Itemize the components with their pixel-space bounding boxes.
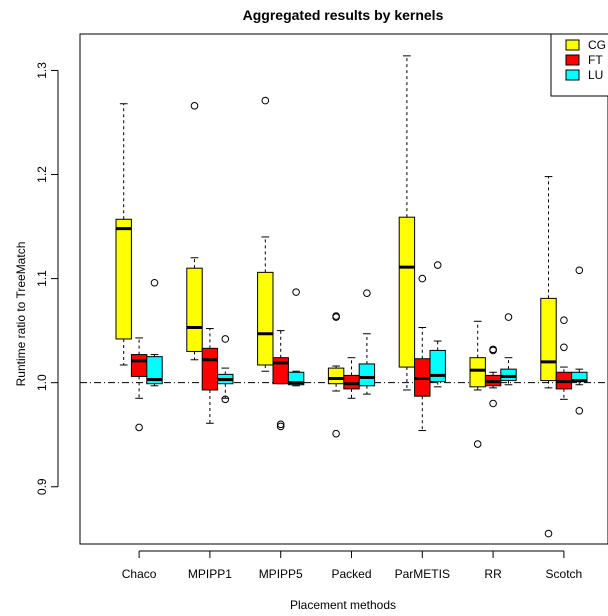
box-CG-RR xyxy=(469,320,486,448)
box-LU-MPIPP5 xyxy=(287,288,305,387)
box-body xyxy=(343,374,360,390)
box-LU-RR xyxy=(500,313,517,386)
box-FT-MPIPP5 xyxy=(272,330,289,431)
outlier-point xyxy=(150,278,159,287)
outlier-point xyxy=(560,316,568,325)
x-tick-label: Chaco xyxy=(122,567,157,581)
box-CG-MPIPP1 xyxy=(186,102,203,361)
outlier-point xyxy=(575,266,584,275)
outlier-point xyxy=(221,395,230,404)
outlier-point xyxy=(418,274,427,283)
outlier-point xyxy=(190,102,199,110)
outlier-point xyxy=(489,399,497,408)
box-body xyxy=(500,368,517,382)
outlier-point xyxy=(504,313,513,321)
box-FT-RR xyxy=(484,345,502,408)
y-axis-label: Runtime ratio to TreeMatch xyxy=(14,242,28,387)
outlier-point xyxy=(433,261,442,269)
box-body xyxy=(257,271,274,366)
legend-swatch-LU xyxy=(565,69,580,81)
box-CG-Scotch xyxy=(540,176,557,538)
outlier-point xyxy=(473,440,482,448)
box-LU-Chaco xyxy=(146,278,163,387)
box-body xyxy=(130,354,148,377)
box-CG-Packed xyxy=(327,312,345,438)
outlier-point xyxy=(489,346,497,355)
box-FT-Chaco xyxy=(130,337,148,432)
x-tick-label: RR xyxy=(484,567,502,581)
legend-label-FT: FT xyxy=(588,53,603,67)
outlier-point xyxy=(135,423,143,432)
box-body xyxy=(469,357,486,388)
box-LU-MPIPP1 xyxy=(217,335,234,404)
y-tick-label: 1.2 xyxy=(35,166,49,183)
y-tick-label: 1.3 xyxy=(35,62,49,79)
box-LU-Scotch xyxy=(571,266,588,415)
box-FT-ParMETIS xyxy=(414,274,431,432)
box-CG-Chaco xyxy=(115,103,132,366)
y-tick-label: 0.9 xyxy=(35,478,49,495)
outlier-point xyxy=(544,529,553,538)
box-body xyxy=(429,349,446,383)
outlier-point xyxy=(560,343,568,352)
outlier-point xyxy=(363,289,371,297)
outlier-point xyxy=(276,420,285,429)
box-body xyxy=(398,216,416,368)
legend-swatch-FT xyxy=(565,54,580,66)
plot-area-frame xyxy=(79,33,608,545)
x-axis-label: Placement methods xyxy=(290,598,396,612)
outlier-point xyxy=(261,96,270,105)
legend-label-CG: CG xyxy=(588,38,606,52)
box-body xyxy=(540,297,557,382)
y-tick-label: 1.1 xyxy=(35,270,49,287)
legend-swatch-CG xyxy=(565,39,580,51)
outlier-point xyxy=(332,313,340,321)
x-tick-label: Scotch xyxy=(546,567,583,581)
box-body xyxy=(186,267,203,352)
box-LU-ParMETIS xyxy=(429,261,446,388)
y-tick-label: 1.0 xyxy=(35,374,49,391)
box-body xyxy=(115,218,132,340)
box-FT-Scotch xyxy=(555,316,573,400)
x-tick-label: MPIPP1 xyxy=(188,567,232,581)
box-FT-Packed xyxy=(343,357,360,399)
box-FT-MPIPP1 xyxy=(201,328,219,424)
box-body xyxy=(327,367,345,385)
x-tick-label: ParMETIS xyxy=(395,567,450,581)
outlier-point xyxy=(332,429,340,438)
outlier-point xyxy=(575,406,584,415)
outlier-point xyxy=(276,422,285,431)
box-body xyxy=(358,363,376,387)
box-LU-Packed xyxy=(358,289,376,395)
chart-title: Aggregated results by kernels xyxy=(243,7,444,23)
outlier-point xyxy=(221,335,230,343)
outlier-point xyxy=(292,288,300,296)
box-CG-ParMETIS xyxy=(398,55,416,391)
legend-label-LU: LU xyxy=(588,68,603,82)
x-tick-label: MPIPP5 xyxy=(259,567,303,581)
box-body xyxy=(146,356,163,385)
box-CG-MPIPP5 xyxy=(257,96,274,372)
box-body xyxy=(201,347,219,391)
x-tick-label: Packed xyxy=(331,567,371,581)
plot-layer: 0.9 1.0 1.1 1.2 1.3 Chaco MPIPP1 MPIPP5 Packed Pa… xyxy=(35,55,608,581)
